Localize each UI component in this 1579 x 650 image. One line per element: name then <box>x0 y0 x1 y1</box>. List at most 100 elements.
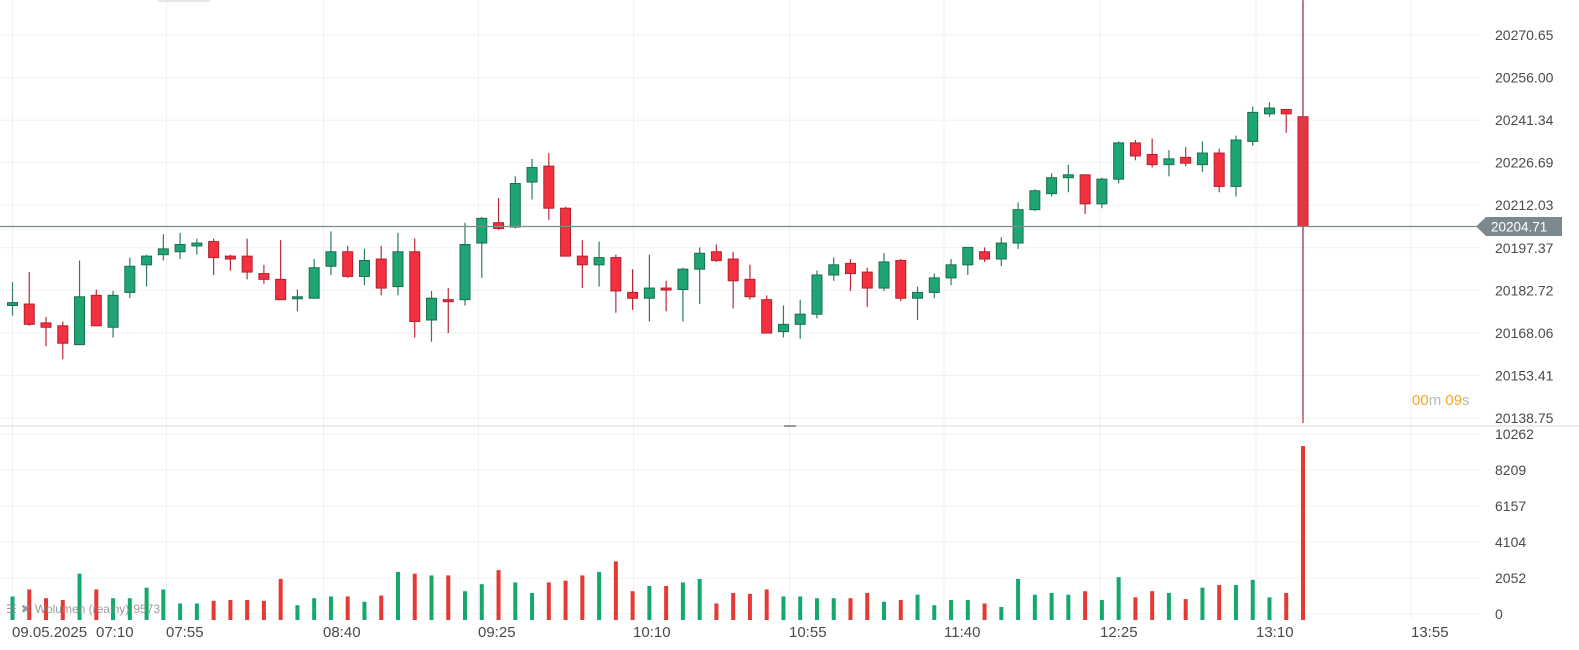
candle <box>425 290 437 342</box>
candle <box>409 238 421 338</box>
volume-bar <box>111 598 116 620</box>
candle <box>995 237 1007 267</box>
candle <box>861 267 873 307</box>
close-icon[interactable]: ✖ <box>20 602 31 616</box>
volume-tick-label: 2052 <box>1495 570 1526 586</box>
time-tick-label: 09.05.2025 <box>12 624 87 641</box>
volume-bar <box>965 599 970 620</box>
time-tick-label: 09:25 <box>478 624 516 641</box>
volume-bar <box>680 582 685 620</box>
vertical-grid-lines <box>12 0 1412 620</box>
time-tick-label: 13:55 <box>1411 624 1449 641</box>
volume-bar <box>1200 587 1205 620</box>
volume-bar <box>412 573 417 620</box>
candle <box>57 321 69 360</box>
candle <box>627 269 639 310</box>
time-tick-label: 10:55 <box>789 624 827 641</box>
pane-resize-handle[interactable] <box>784 425 796 427</box>
candle <box>1046 173 1058 197</box>
candle <box>710 244 722 262</box>
volume-bar <box>10 596 15 620</box>
candle <box>1062 164 1074 193</box>
candle <box>761 295 773 334</box>
price-tick-label: 20182.72 <box>1495 282 1554 298</box>
time-tick-label: 10:10 <box>633 624 671 641</box>
volume-tick-label: 8209 <box>1495 462 1526 478</box>
candle <box>677 267 689 322</box>
candle <box>593 241 605 287</box>
price-tick-label: 20197.37 <box>1495 240 1554 256</box>
volume-axis[interactable]: 10262 8209 6157 4104 2052 0 <box>1495 426 1534 622</box>
settings-icon[interactable]: ☰ <box>6 602 17 616</box>
time-tick-label: 07:55 <box>166 624 204 641</box>
volume-bar <box>278 578 283 620</box>
volume-bar <box>27 589 32 620</box>
candle <box>794 299 806 339</box>
volume-bar <box>563 580 568 620</box>
candle <box>23 272 35 326</box>
volume-bar <box>613 561 618 620</box>
volume-bar <box>1301 446 1305 620</box>
candle <box>1230 135 1242 197</box>
price-tick-label: 20256.00 <box>1495 70 1554 86</box>
candle <box>844 259 856 291</box>
time-axis[interactable]: 09.05.2025 07:10 07:55 08:40 09:25 10:10 10:55… <box>12 624 1449 641</box>
candle <box>1196 141 1208 172</box>
price-candles <box>7 2 1309 424</box>
price-axis[interactable]: 20270.65 20256.00 20241.34 20226.69 20212.03… <box>1495 27 1554 426</box>
volume-bar <box>228 599 233 620</box>
time-tick-label: 08:40 <box>323 624 361 641</box>
volume-bar <box>328 596 333 620</box>
volume-bar <box>1133 597 1138 620</box>
volume-bar <box>1217 585 1222 620</box>
volume-bar <box>127 598 132 620</box>
volume-tick-label: 4104 <box>1495 534 1526 550</box>
volume-bar <box>429 575 434 620</box>
candle <box>141 254 153 287</box>
candle <box>1263 102 1275 117</box>
candle <box>1029 189 1041 212</box>
volume-legend: ☰ ✖ Wolumen (realny) 9573 <box>6 602 160 616</box>
time-tick-label: 11:40 <box>944 624 980 641</box>
volume-bar <box>395 571 400 620</box>
candle <box>291 289 303 312</box>
volume-bar <box>1250 579 1255 620</box>
volume-legend-label: Wolumen (realny) <box>34 602 130 616</box>
candle <box>375 245 387 296</box>
candle <box>74 260 86 346</box>
top-resize-handle[interactable] <box>158 0 210 2</box>
candle <box>325 231 337 275</box>
volume-bar <box>44 598 49 620</box>
volume-bar <box>1049 592 1054 620</box>
volume-bar <box>1150 591 1155 620</box>
candle <box>476 216 488 278</box>
candle <box>459 222 471 306</box>
candle <box>576 240 588 289</box>
volume-bar <box>647 585 652 620</box>
volume-bar <box>1083 591 1088 620</box>
volume-bar <box>865 592 870 620</box>
candle <box>643 254 655 322</box>
candle <box>777 305 789 338</box>
candle <box>1280 108 1292 133</box>
candle <box>308 259 320 299</box>
volume-bar <box>546 582 551 620</box>
volume-bar <box>479 584 484 620</box>
volume-bar <box>1116 577 1121 620</box>
volume-bar <box>580 575 585 620</box>
candle <box>1247 106 1259 146</box>
volume-bar <box>144 587 149 620</box>
candle <box>1079 174 1091 215</box>
candle <box>1213 148 1225 193</box>
last-price-badge: 20204.71 <box>1476 216 1562 236</box>
volume-bar <box>77 573 82 620</box>
candle <box>878 253 890 291</box>
volume-bar <box>94 589 99 620</box>
countdown-minutes-unit: m <box>1428 392 1442 409</box>
candle <box>509 176 521 229</box>
volume-bar <box>848 598 853 620</box>
candle <box>1163 150 1175 177</box>
time-tick-label: 07:10 <box>96 624 134 641</box>
